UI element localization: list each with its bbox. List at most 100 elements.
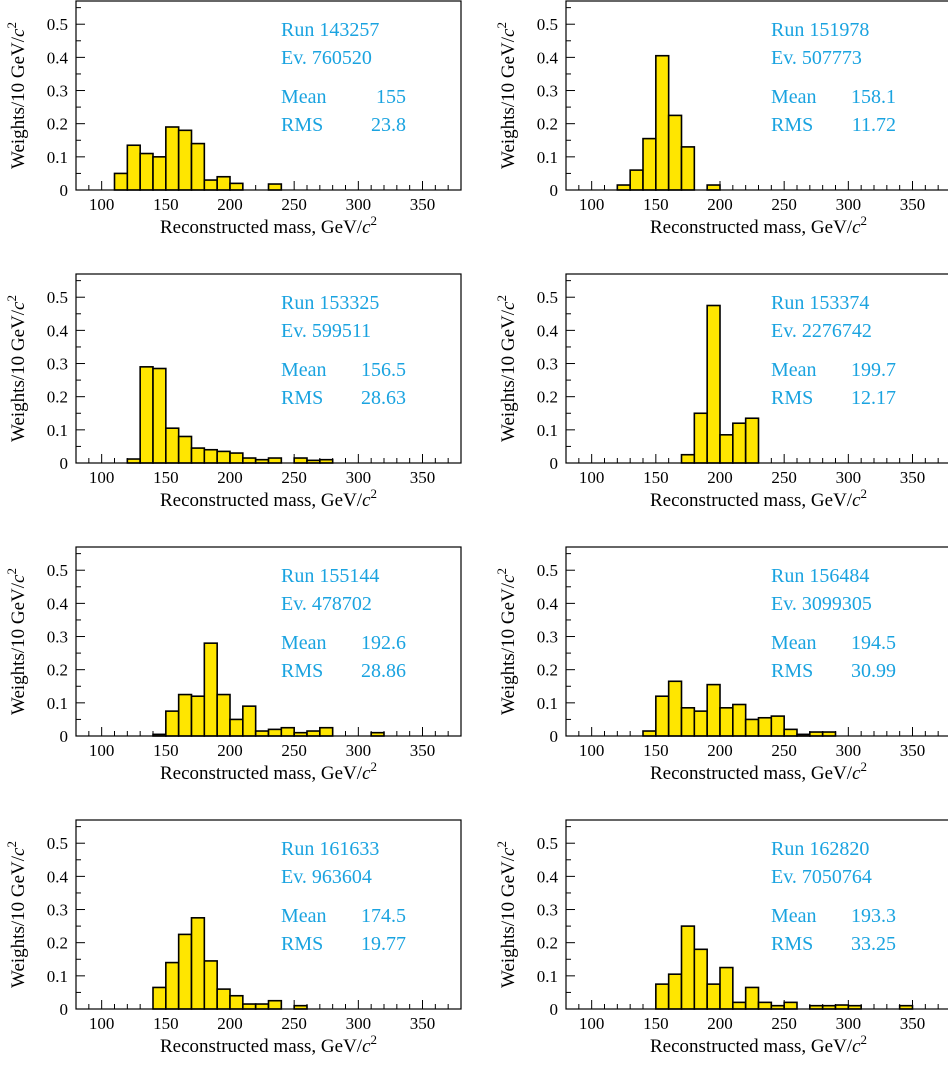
info-box: Run 161633 Ev. 963604 Mean 174.5 RMS 19.77 [281, 838, 406, 955]
y-tick-label: 0.2 [47, 661, 68, 680]
y-tick-label: 0 [60, 454, 69, 473]
x-tick-label: 200 [707, 741, 733, 760]
x-axis-label: Reconstructed mass, GeV/c2 [650, 1032, 867, 1057]
y-tick-label: 0.1 [47, 694, 68, 713]
x-tick-label: 200 [707, 195, 733, 214]
y-tick-label: 0.3 [537, 82, 558, 101]
x-tick-label: 100 [579, 741, 605, 760]
histogram-bar [667, 680, 683, 737]
run-label: Run 155144 [281, 565, 379, 587]
rms-value: 28.86 [361, 660, 406, 682]
histogram-bar [667, 114, 683, 191]
y-tick-label: 0.2 [537, 115, 558, 134]
x-tick-label: 300 [836, 1014, 862, 1033]
histogram-bar [216, 175, 231, 191]
mean-label: Mean [771, 905, 817, 927]
histogram-bar [242, 1003, 257, 1010]
x-axis-label: Reconstructed mass, GeV/c2 [650, 759, 867, 784]
y-tick-label: 0.1 [537, 148, 558, 167]
info-box: Run 151978 Ev. 507773 Mean 158.1 RMS 11.72 [771, 19, 896, 136]
mean-label: Mean [771, 86, 817, 108]
x-tick-label: 100 [89, 468, 115, 487]
x-tick-label: 200 [217, 741, 243, 760]
x-tick-label: 250 [771, 195, 797, 214]
mean-value: 194.5 [851, 632, 896, 654]
run-label: Run 161633 [281, 838, 379, 860]
mean-value: 155 [376, 86, 406, 108]
histogram-bar [667, 973, 683, 1010]
y-tick-label: 0.1 [47, 148, 68, 167]
x-axis-label: Reconstructed mass, GeV/c2 [650, 486, 867, 511]
histogram-bar [203, 642, 218, 737]
y-tick-label: 0.5 [47, 288, 68, 307]
x-axis-label: Reconstructed mass, GeV/c2 [160, 213, 377, 238]
histogram-bar [203, 179, 218, 191]
histogram-bars [152, 642, 385, 737]
histogram-bar [629, 169, 644, 191]
histogram-bar [152, 986, 167, 1010]
x-tick-label: 300 [346, 1014, 372, 1033]
x-tick-label: 150 [643, 195, 669, 214]
histogram-bar [319, 726, 334, 737]
y-tick-label: 0.2 [537, 661, 558, 680]
y-tick-label: 0.4 [537, 48, 559, 67]
mean-value: 158.1 [851, 86, 896, 108]
mean-value: 192.6 [361, 632, 406, 654]
histogram-bar [177, 933, 193, 1010]
y-tick-label: 0.2 [47, 934, 68, 953]
histogram-panel: 100 150 200 250 300 350 0 0.1 0.2 0.3 0.4 0.5 Recons… [4, 546, 462, 784]
event-label: Ev. 7050764 [771, 866, 872, 888]
y-tick-label: 0.2 [537, 388, 558, 407]
histogram-bar [693, 412, 708, 464]
histogram-bar [126, 144, 141, 191]
x-tick-label: 150 [643, 468, 669, 487]
run-label: Run 153325 [281, 292, 379, 314]
event-label: Ev. 760520 [281, 47, 372, 69]
y-tick-label: 0 [60, 1000, 69, 1019]
x-tick-label: 350 [900, 1014, 926, 1033]
mean-value: 156.5 [361, 359, 406, 381]
histogram-bar [229, 994, 244, 1010]
rms-label: RMS [771, 114, 813, 136]
histogram-bar [293, 457, 308, 464]
info-box: Run 153374 Ev. 2276742 Mean 199.7 RMS 12.17 [771, 292, 896, 409]
info-box: Run 156484 Ev. 3099305 Mean 194.5 RMS 30.99 [771, 565, 896, 682]
rms-label: RMS [771, 387, 813, 409]
x-tick-label: 150 [153, 741, 179, 760]
rms-value: 19.77 [361, 933, 406, 955]
histogram-panel: 100 150 200 250 300 350 0 0.1 0.2 0.3 0.4 0.5 Recons… [494, 546, 948, 784]
info-box: Run 155144 Ev. 478702 Mean 192.6 RMS 28.86 [281, 565, 406, 682]
rms-value: 11.72 [852, 114, 896, 136]
histogram-bar [306, 730, 321, 737]
histogram-bar [177, 129, 193, 191]
histogram-bar [783, 728, 798, 737]
x-tick-label: 350 [410, 741, 436, 760]
histogram-bar [254, 1003, 270, 1010]
x-tick-label: 150 [643, 1014, 669, 1033]
x-tick-label: 300 [836, 741, 862, 760]
histogram-bar [680, 925, 696, 1010]
y-tick-label: 0.4 [537, 594, 559, 613]
x-tick-label: 300 [346, 468, 372, 487]
y-tick-label: 0.5 [47, 15, 68, 34]
run-label: Run 153374 [771, 292, 869, 314]
histogram-bar [280, 726, 295, 737]
x-tick-label: 100 [579, 468, 605, 487]
histogram-panel: 100 150 200 250 300 350 0 0.1 0.2 0.3 0.4 0.5 Recons… [494, 273, 948, 511]
histogram-bars [113, 126, 283, 191]
histogram-bar [693, 948, 708, 1010]
y-tick-label: 0.3 [47, 82, 68, 101]
y-tick-label: 0.4 [47, 321, 69, 340]
rms-label: RMS [281, 933, 323, 955]
mean-value: 193.3 [851, 905, 896, 927]
x-tick-label: 100 [89, 741, 115, 760]
x-tick-label: 350 [900, 195, 926, 214]
histogram-panel: 100 150 200 250 300 350 0 0.1 0.2 0.3 0.4 0.5 Recons… [4, 0, 462, 238]
event-label: Ev. 3099305 [771, 593, 872, 615]
histogram-bar [254, 730, 270, 737]
y-tick-label: 0 [60, 727, 69, 746]
histogram-bar [719, 966, 734, 1010]
x-tick-label: 100 [579, 1014, 605, 1033]
histogram-bar [693, 710, 708, 737]
histogram-bar [190, 917, 206, 1010]
